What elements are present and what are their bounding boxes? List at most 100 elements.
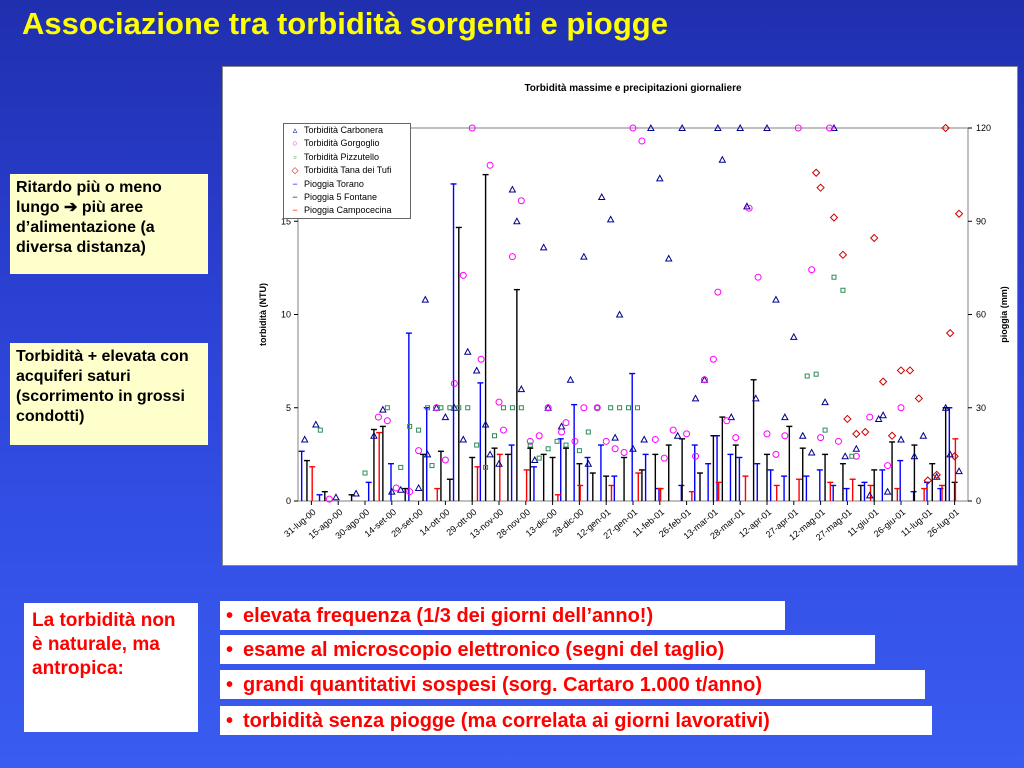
bullet-symbol: • — [226, 639, 234, 661]
y-axis-label: torbidità (NTU) — [258, 283, 268, 346]
circle-marker — [535, 432, 543, 440]
square-marker — [518, 405, 524, 411]
bullet-symbol: • — [226, 674, 234, 696]
bullet-text: torbidità senza piogge (ma correlata ai … — [243, 710, 770, 732]
circle-marker — [897, 404, 905, 412]
triangle-marker — [513, 217, 521, 225]
triangle-marker — [530, 455, 539, 463]
square-marker — [545, 446, 551, 452]
square-marker — [500, 405, 506, 411]
triangle-marker — [463, 347, 472, 355]
diamond-marker — [843, 414, 852, 424]
triangle-marker — [517, 385, 526, 393]
circle-marker — [852, 452, 860, 460]
square-marker — [447, 405, 453, 411]
triangle-marker — [879, 411, 887, 419]
y-tick-label: 15 — [281, 216, 291, 226]
triangle-marker — [387, 487, 396, 495]
triangle-marker — [841, 452, 850, 460]
chart-title: Torbidità massime e precipitazioni giorn… — [524, 83, 742, 94]
bullet-item: • torbidità senza piogge (ma correlata ai… — [220, 706, 932, 735]
chart-panel: Torbidità massime e precipitazioni giorn… — [222, 66, 1018, 566]
y-tick-label: 5 — [286, 403, 291, 413]
bullet-text: esame al microscopio elettronico (segni … — [243, 639, 725, 661]
y-tick-label: 0 — [286, 496, 291, 506]
circle-marker — [745, 204, 753, 212]
circle-marker — [763, 430, 771, 438]
triangle-marker — [606, 215, 615, 223]
diamond-marker — [852, 429, 861, 439]
triangle-marker — [727, 413, 736, 421]
triangle-marker — [910, 452, 919, 460]
circle-marker — [884, 462, 892, 470]
triangle-marker — [312, 420, 320, 428]
square-marker — [585, 429, 591, 435]
legend-label: Pioggia Torano — [304, 178, 364, 189]
chart-legend: ▵ Torbidità Carbonera ○ Torbidità Gorgogli… — [283, 123, 411, 219]
legend-item: ▵ Torbidità Carbonera — [284, 124, 410, 137]
circle-marker — [495, 398, 503, 406]
diamond-marker — [914, 394, 924, 403]
triangle-marker — [508, 185, 517, 193]
triangle-marker-icon: ▵ — [292, 125, 298, 135]
triangle-marker — [472, 366, 481, 374]
circle-marker — [794, 124, 802, 132]
triangle-marker — [941, 403, 950, 411]
triangle-marker — [781, 413, 789, 421]
circle-marker — [714, 288, 722, 296]
legend-label: Torbidità Tana dei Tufi — [304, 165, 392, 176]
diamond-marker — [811, 168, 821, 177]
circle-marker — [477, 355, 485, 363]
triangle-marker — [807, 448, 816, 456]
square-marker — [594, 405, 600, 411]
square-marker — [527, 442, 533, 448]
circle-marker — [834, 437, 842, 445]
triangle-marker — [332, 493, 340, 501]
chart-svg: Torbidità massime e precipitazioni giorn… — [258, 83, 1009, 543]
note-saturated-aquifer-box: Torbidità + elevata con acquiferi saturi… — [10, 343, 208, 445]
circle-marker — [602, 437, 610, 445]
circle-marker — [732, 434, 740, 442]
bullet-text: grandi quantitativi sospesi (sorg. Carta… — [243, 674, 763, 696]
square-marker — [608, 405, 614, 411]
triangle-marker — [874, 414, 883, 422]
dash-marker-icon: − — [292, 178, 298, 189]
triangle-marker — [611, 433, 619, 441]
square-marker — [804, 373, 810, 379]
triangle-marker — [772, 295, 780, 303]
circle-marker — [571, 437, 579, 445]
legend-item: ▫ Torbidità Pizzutello — [284, 151, 410, 164]
square-marker — [509, 405, 515, 411]
note-anthropic-box: La torbidità non è naturale, ma antropic… — [24, 603, 198, 732]
y2-tick-label: 60 — [976, 310, 986, 320]
circle-marker — [450, 380, 458, 388]
diamond-marker — [816, 183, 825, 192]
bullet-symbol: • — [226, 710, 234, 732]
triangle-marker — [955, 467, 963, 475]
circle-marker — [638, 137, 646, 145]
circle-marker — [772, 450, 780, 458]
triangle-marker — [718, 155, 727, 163]
square-marker — [813, 371, 819, 377]
circle-marker — [517, 197, 525, 205]
square-marker — [456, 405, 462, 411]
circle-marker — [544, 404, 552, 412]
triangle-marker — [450, 403, 459, 411]
square-marker — [536, 455, 542, 461]
circle-marker — [499, 426, 507, 434]
circle-marker — [660, 454, 668, 462]
square-marker — [474, 442, 480, 448]
bullet-item: • elevata frequenza (1/3 dei giorni dell’… — [220, 601, 785, 630]
square-marker — [634, 405, 640, 411]
circle-marker-icon: ○ — [292, 138, 298, 149]
square-marker — [429, 463, 435, 469]
triangle-marker — [629, 444, 637, 452]
circle-marker — [383, 417, 391, 425]
square-marker — [407, 423, 413, 429]
diamond-marker — [932, 470, 941, 480]
circle-marker — [611, 445, 619, 453]
triangle-marker — [379, 405, 387, 413]
diamond-marker — [887, 431, 897, 440]
circle-marker — [669, 426, 677, 434]
diamond-marker-icon: ◇ — [291, 165, 299, 176]
